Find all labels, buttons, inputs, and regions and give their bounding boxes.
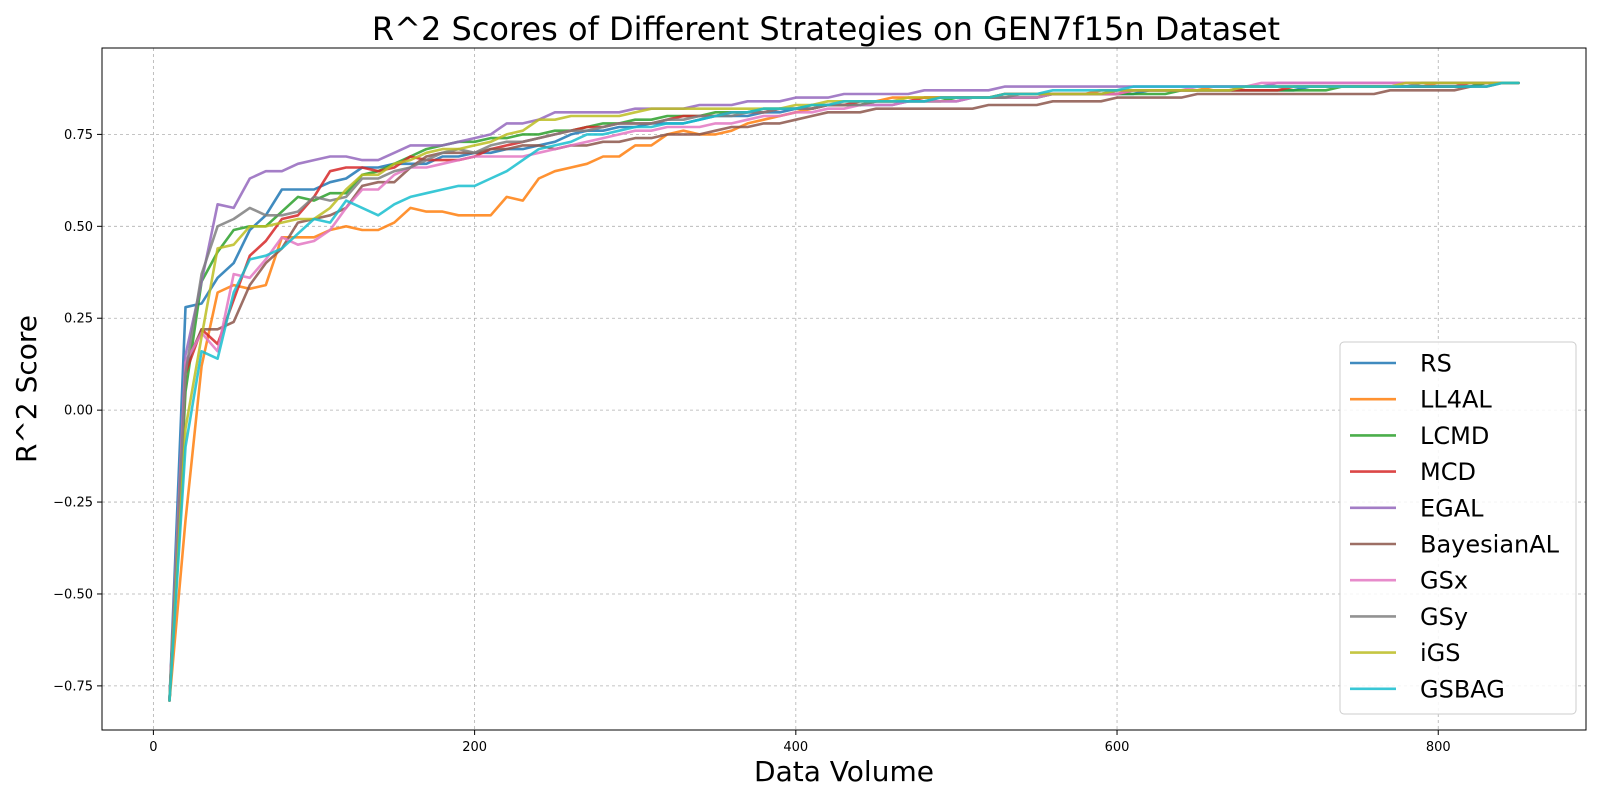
series-line-bayesianal: [168, 81, 1520, 702]
y-tick-label: 0.75: [64, 128, 93, 143]
x-tick-label: 800: [1426, 740, 1451, 755]
legend-label-gsbag: GSBAG: [1420, 675, 1505, 703]
grid-lines: [102, 48, 1586, 730]
y-tick-label: −0.50: [53, 587, 93, 602]
legend-label-gsx: GSx: [1420, 567, 1468, 595]
x-tick-label: 0: [149, 740, 157, 755]
series-lines: [168, 81, 1520, 702]
series-line-gsx: [168, 81, 1520, 702]
legend-label-ll4al: LL4AL: [1420, 386, 1492, 414]
x-tick-label: 200: [462, 740, 487, 755]
plot-frame: [101, 47, 1587, 731]
y-axis-ticks: −0.75 −0.50 −0.25 0.00 0.25 0.50 0.75: [53, 128, 102, 694]
x-axis-ticks: 0 200 400 600 800: [149, 730, 1451, 755]
legend-label-igs: iGS: [1420, 639, 1461, 667]
legend-label-mcd: MCD: [1420, 458, 1476, 486]
x-tick-label: 600: [1105, 740, 1130, 755]
y-tick-label: 0.00: [64, 404, 93, 419]
chart-title: R^2 Scores of Different Strategies on GE…: [372, 10, 1280, 48]
legend-label-egal: EGAL: [1420, 494, 1484, 522]
y-tick-label: −0.75: [53, 679, 93, 694]
legend-label-lcmd: LCMD: [1420, 422, 1489, 450]
x-tick-label: 400: [783, 740, 808, 755]
series-line-igs: [168, 81, 1520, 702]
legend: RS LL4AL LCMD MCD EGAL BayesianAL GSx GSy iGS GSB…: [1339, 341, 1577, 715]
y-tick-label: 0.25: [64, 312, 93, 327]
legend-label-rs: RS: [1420, 350, 1452, 378]
legend-box: [1339, 341, 1577, 715]
series-line-gsbag: [168, 81, 1520, 702]
x-axis-label: Data Volume: [754, 755, 934, 788]
y-tick-label: 0.50: [64, 220, 93, 235]
y-axis-label: R^2 Score: [10, 315, 43, 463]
legend-label-bayesianal: BayesianAL: [1420, 531, 1560, 559]
legend-label-gsy: GSy: [1420, 603, 1468, 631]
y-tick-label: −0.25: [53, 496, 93, 511]
